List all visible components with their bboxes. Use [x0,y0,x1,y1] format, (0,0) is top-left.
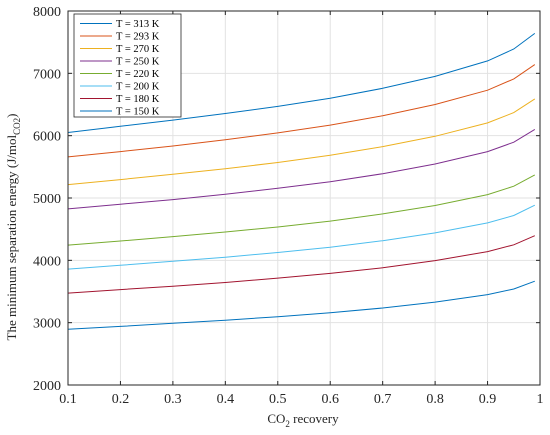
legend-label: T = 250 K [116,57,160,68]
x-axis-label-suffix: recovery [290,411,339,426]
series-line-7 [67,235,535,294]
y-tick-label: 4000 [33,254,61,269]
legend-label: T = 293 K [116,32,160,43]
x-tick-label: 0.3 [164,392,182,407]
series-line-4 [67,128,536,210]
legend-label: T = 150 K [116,107,160,118]
x-axis-label-sub: 2 [285,419,290,429]
x-tick-label: 0.4 [217,392,235,407]
y-tick-label: 2000 [33,379,61,394]
series-line-8 [67,280,535,330]
series-line-1 [67,32,536,133]
legend-label: T = 313 K [116,19,160,30]
legend-label: T = 270 K [116,44,160,55]
y-tick-label: 6000 [33,130,61,145]
x-tick-label: 0.8 [426,392,444,407]
y-tick-label: 3000 [33,317,61,332]
y-axis-label: The minimum separation energy (J/molCO2) [4,114,22,341]
y-tick-label: 5000 [33,192,61,207]
y-axis-label-suffix: ) [4,114,19,118]
x-tick-label: 0.6 [321,392,339,407]
series-line-5 [67,174,536,246]
x-tick-label: 0.9 [479,392,497,407]
series-line-2 [67,64,536,158]
series-line-3 [67,98,536,186]
series-line-6 [67,204,536,270]
x-tick-label: 1 [537,392,544,407]
y-axis-label-sub: CO2 [12,118,22,135]
series-lines [67,32,536,330]
legend-label: T = 220 K [116,69,160,80]
legend-box [73,13,182,118]
y-tick-label: 8000 [33,5,61,20]
x-axis-label-prefix: CO [267,411,285,426]
x-tick-label: 0.1 [59,392,77,407]
legend-label: T = 200 K [116,82,160,93]
legend: T = 313 KT = 293 KT = 270 KT = 250 KT = … [73,13,182,118]
legend-items: T = 313 KT = 293 KT = 270 KT = 250 KT = … [80,19,160,118]
x-tick-label: 0.7 [374,392,392,407]
y-tick-label: 7000 [33,67,61,82]
axes [67,10,541,386]
x-tick-label: 0.5 [269,392,287,407]
x-axis-label: CO2 recovery [267,411,339,429]
x-tick-label: 0.2 [112,392,130,407]
y-axis-label-prefix: The minimum separation energy (J/mol [4,135,19,341]
legend-label: T = 180 K [116,94,160,105]
tick-labels: 0.1 0.2 0.3 0.4 0.5 0.6 0.7 0.8 0.9 1 2000 3000 4000… [33,5,544,407]
